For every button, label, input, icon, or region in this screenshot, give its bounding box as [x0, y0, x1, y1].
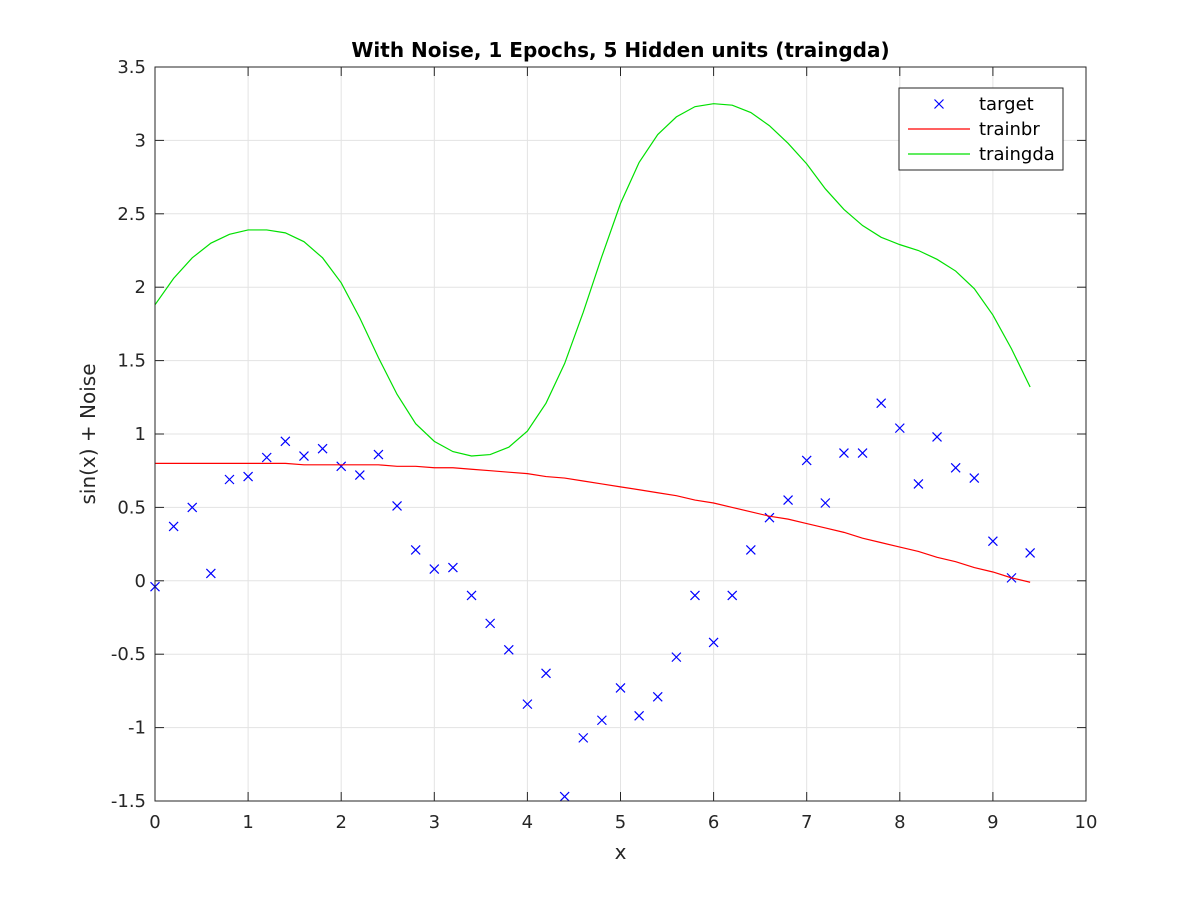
x-axis-label: x: [615, 840, 627, 864]
legend-item-target: target: [934, 94, 1034, 115]
data-point-target: [857, 448, 868, 459]
data-point-target: [764, 512, 775, 523]
data-point-target: [987, 536, 998, 547]
data-point-target: [876, 398, 887, 409]
y-tick-label: 2.5: [117, 204, 146, 225]
x-tick-label: 4: [522, 812, 533, 833]
y-tick-label: 2: [135, 277, 146, 298]
data-point-target: [596, 715, 607, 726]
data-point-target: [690, 590, 700, 601]
data-point-target: [317, 443, 328, 454]
y-tick-label: -1.5: [111, 791, 146, 812]
y-tick-label: 3.5: [117, 57, 146, 78]
x-tick-label: 0: [149, 812, 160, 833]
legend-item-trainbr: trainbr: [908, 119, 1040, 140]
x-tick-label: 7: [801, 812, 812, 833]
y-tick-label: 1.5: [117, 351, 146, 372]
y-tick-label: 0: [135, 571, 146, 592]
legend-label-trainbr: trainbr: [979, 119, 1040, 140]
data-point-target: [466, 590, 477, 601]
y-axis-label: sin(x) + Noise: [76, 363, 100, 504]
series-line-traingda: [154, 103, 1031, 457]
data-point-target: [1025, 547, 1036, 558]
y-tick-label: -1: [128, 718, 146, 739]
data-point-target: [168, 521, 179, 532]
legend: target trainbr traingda: [898, 87, 1064, 171]
y-tick-label: 0.5: [117, 497, 146, 518]
series-target: [150, 398, 1036, 802]
data-point-target: [913, 478, 924, 489]
series-layer: [150, 103, 1036, 802]
legend-marker-target: [934, 99, 944, 109]
x-tick-label: 6: [708, 812, 719, 833]
data-point-target: [783, 495, 794, 505]
series-line-trainbr: [155, 462, 1031, 583]
y-tick-label: 3: [135, 130, 146, 151]
data-point-target: [578, 732, 589, 743]
data-point-target: [559, 791, 570, 802]
data-point-target: [299, 451, 309, 461]
data-point-target: [671, 652, 682, 663]
x-tick-label: 8: [894, 812, 905, 833]
data-point-target: [429, 564, 440, 574]
x-tick-label: 5: [615, 812, 626, 833]
series-traingda: [154, 103, 1031, 457]
data-point-target: [261, 452, 272, 463]
tick-labels: 0 1 2 3 4 5 6 7 8 9 10 -1.5 -1 -0.5 0 0.5 1 1.5 2 2.5 3 3.5: [111, 57, 1098, 833]
data-point-target: [410, 545, 421, 555]
x-tick-label: 1: [242, 812, 253, 833]
legend-label-target: target: [979, 94, 1034, 115]
data-point-target: [727, 590, 738, 601]
data-point-target: [932, 432, 942, 442]
x-tick-label: 9: [987, 812, 998, 833]
data-point-target: [336, 461, 347, 472]
data-point-target: [652, 691, 663, 702]
data-point-target: [839, 448, 849, 459]
x-tick-label: 3: [429, 812, 440, 833]
data-point-target: [950, 462, 961, 473]
data-point-target: [615, 683, 626, 693]
data-point-target: [969, 473, 980, 483]
data-point-target: [243, 471, 254, 482]
data-point-target: [187, 502, 198, 513]
data-point-target: [485, 618, 496, 629]
data-point-target: [541, 668, 551, 679]
axis-ticks: [154, 66, 1087, 802]
data-point-target: [801, 455, 812, 466]
data-point-target: [708, 637, 719, 648]
legend-items: target trainbr traingda: [908, 94, 1055, 165]
data-point-target: [280, 436, 291, 447]
data-point-target: [205, 568, 216, 579]
data-point-target: [894, 423, 905, 434]
data-point-target: [522, 699, 533, 710]
x-tick-label: 2: [335, 812, 346, 833]
data-point-target: [354, 470, 365, 481]
data-point-target: [820, 498, 831, 508]
data-point-target: [392, 501, 402, 511]
x-tick-label: 10: [1075, 812, 1098, 833]
data-point-target: [745, 545, 756, 555]
series-trainbr: [155, 462, 1031, 583]
y-tick-label: -0.5: [111, 644, 146, 665]
y-tick-label: 1: [135, 424, 146, 445]
data-point-target: [503, 644, 514, 655]
legend-label-traingda: traingda: [979, 144, 1055, 165]
chart-title: With Noise, 1 Epochs, 5 Hidden units (tr…: [351, 38, 889, 62]
legend-item-traingda: traingda: [908, 144, 1055, 165]
data-point-target: [373, 449, 384, 460]
data-point-target: [224, 474, 235, 485]
data-point-target: [634, 710, 645, 721]
data-point-target: [447, 562, 458, 573]
